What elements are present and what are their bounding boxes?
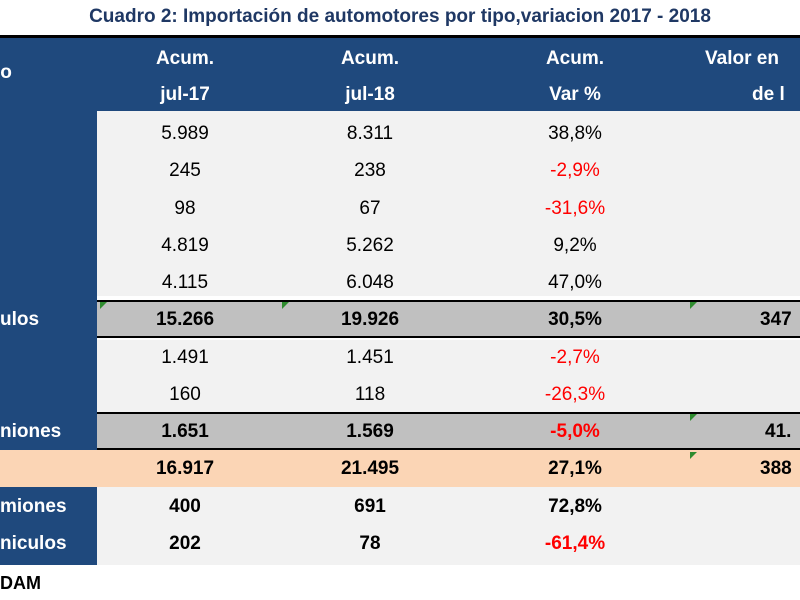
cell-var: -2,7% xyxy=(550,347,600,368)
cell-valor: 347 xyxy=(760,309,792,330)
cell-jul17: 245 xyxy=(169,160,201,181)
header-col-label: o xyxy=(0,62,12,83)
cell-var: -61,4% xyxy=(544,533,606,554)
cell-jul18: 21.495 xyxy=(340,458,400,479)
total-row xyxy=(0,450,800,487)
header-col-jul17-line2: jul-17 xyxy=(160,84,210,105)
cell-jul18: 1.569 xyxy=(346,421,394,442)
cell-jul17: 4.115 xyxy=(161,272,209,293)
subtotal-row xyxy=(97,300,800,338)
table-row xyxy=(97,111,800,296)
cell-jul17: 160 xyxy=(169,384,201,405)
cell-jul18: 238 xyxy=(354,160,386,181)
cell-valor: 388 xyxy=(760,458,792,479)
cell-jul18: 691 xyxy=(354,496,386,517)
cell-jul17: 202 xyxy=(169,533,201,554)
table-title: Cuadro 2: Importación de automotores por… xyxy=(0,0,800,38)
source-footer: DAM xyxy=(0,565,800,600)
header-col-jul18-line2: jul-18 xyxy=(345,84,395,105)
cell-jul18: 6.048 xyxy=(346,272,394,293)
excel-comment-marker xyxy=(100,302,107,309)
header-col-var-line1: Acum. xyxy=(545,48,605,69)
cell-var: 30,5% xyxy=(548,309,602,330)
source-label: DAM xyxy=(0,573,41,593)
cell-var: 38,8% xyxy=(548,123,602,144)
table-header: o Acum. jul-17 Acum. jul-18 Acum. Var % … xyxy=(0,38,800,111)
excel-comment-marker xyxy=(690,302,697,309)
cell-var: 72,8% xyxy=(548,496,602,517)
row-label-column-bottom xyxy=(0,487,97,565)
cell-jul17: 15.266 xyxy=(155,309,215,330)
cell-valor: 41. xyxy=(765,421,792,442)
header-col-valor-line2: de l xyxy=(752,84,785,105)
cell-jul17: 400 xyxy=(169,496,201,517)
row-label: miones xyxy=(0,496,67,517)
cell-jul18: 78 xyxy=(359,533,381,554)
header-col-jul18-line1: Acum. xyxy=(340,48,400,69)
table-row-bottom xyxy=(97,487,800,565)
cell-jul18: 67 xyxy=(359,198,381,219)
cell-var: -5,0% xyxy=(550,421,600,442)
row-label-column xyxy=(0,111,97,487)
cell-var: 27,1% xyxy=(548,458,602,479)
subtotal-row xyxy=(97,412,800,450)
cell-var: -31,6% xyxy=(544,198,606,219)
table-row xyxy=(97,340,800,412)
excel-comment-marker xyxy=(690,414,697,421)
cell-jul18: 118 xyxy=(354,384,386,405)
cell-jul17: 1.491 xyxy=(161,347,209,368)
cell-jul17: 4.819 xyxy=(161,235,209,256)
header-col-var-line2: Var % xyxy=(549,84,601,105)
cell-jul18: 19.926 xyxy=(340,309,400,330)
excel-comment-marker xyxy=(690,452,697,459)
row-label: ulos xyxy=(0,309,40,330)
cell-jul18: 8.311 xyxy=(346,123,394,144)
excel-comment-marker xyxy=(282,302,289,309)
cell-jul18: 5.262 xyxy=(346,235,394,256)
cell-jul17: 98 xyxy=(174,198,196,219)
cell-var: 47,0% xyxy=(548,272,602,293)
cell-var: 9,2% xyxy=(553,235,597,256)
row-label: niones xyxy=(0,421,62,442)
cell-jul17: 5.989 xyxy=(161,123,209,144)
row-label: niculos xyxy=(0,533,67,554)
cell-jul17: 1.651 xyxy=(161,421,209,442)
cell-jul18: 1.451 xyxy=(346,347,394,368)
header-col-jul17-line1: Acum. xyxy=(155,48,215,69)
cell-var: -26,3% xyxy=(544,384,606,405)
cell-jul17: 16.917 xyxy=(155,458,215,479)
header-col-valor-line1: Valor en xyxy=(705,48,779,69)
cell-var: -2,9% xyxy=(550,160,600,181)
